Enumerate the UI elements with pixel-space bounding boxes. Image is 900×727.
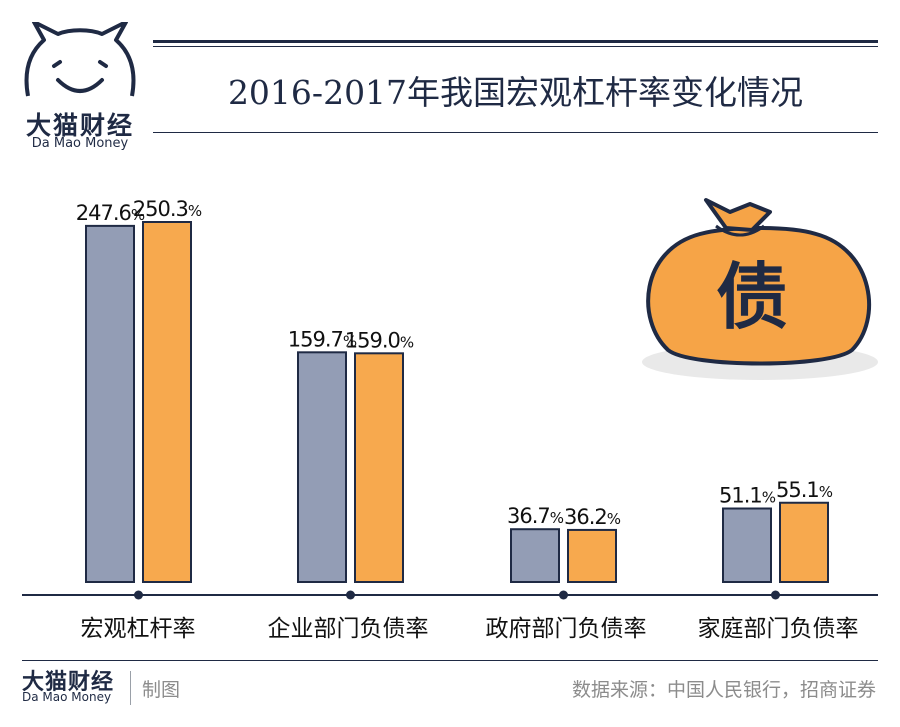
brand-logo: 大猫财经 Da Mao Money bbox=[14, 22, 146, 151]
data-source: 数据来源：中国人民银行，招商证券 bbox=[571, 679, 876, 701]
data-label: 51.1% bbox=[719, 484, 776, 508]
bar bbox=[354, 352, 404, 583]
bar bbox=[142, 221, 192, 583]
bag-knot bbox=[715, 224, 765, 237]
footer-brand-english: Da Mao Money bbox=[22, 690, 112, 704]
debt-bag-illustration: 债 bbox=[642, 198, 878, 380]
x-tick-dot bbox=[559, 590, 568, 600]
debt-character: 债 bbox=[716, 255, 788, 339]
logo-brand-english: Da Mao Money bbox=[31, 136, 129, 151]
cat-logo-icon bbox=[24, 22, 136, 97]
x-tick-dot bbox=[346, 590, 355, 600]
made-by-label: 制图 bbox=[142, 679, 181, 701]
data-label: 250.3% bbox=[133, 197, 202, 221]
bar bbox=[722, 507, 772, 583]
bag-tie-icon bbox=[704, 198, 772, 232]
title-rule-top bbox=[153, 40, 878, 43]
x-tick-dot bbox=[134, 590, 143, 600]
category-label: 企业部门负债率 bbox=[268, 616, 429, 642]
footer-divider bbox=[130, 671, 131, 705]
data-label: 36.2% bbox=[564, 505, 621, 529]
data-label: 36.7% bbox=[507, 504, 564, 528]
bar bbox=[779, 501, 829, 583]
footer-brand-name: 大猫财经 bbox=[22, 670, 115, 695]
data-label: 159.0% bbox=[345, 328, 414, 352]
x-tick-dot bbox=[771, 590, 780, 600]
title-rule-bottom bbox=[153, 132, 878, 133]
bar bbox=[85, 224, 135, 584]
data-label: 55.1% bbox=[776, 478, 833, 502]
money-bag-icon bbox=[646, 226, 872, 366]
bar bbox=[510, 528, 560, 583]
bar bbox=[297, 351, 347, 583]
chart-title: 2016-2017年我国宏观杠杆率变化情况 bbox=[227, 73, 804, 112]
title-rule-top-thin bbox=[153, 46, 878, 47]
category-label: 宏观杠杆率 bbox=[81, 616, 196, 642]
category-label: 政府部门负债率 bbox=[486, 616, 647, 642]
bar bbox=[567, 528, 617, 583]
logo-brand-name: 大猫财经 bbox=[25, 111, 134, 140]
category-label: 家庭部门负债率 bbox=[698, 616, 859, 642]
footer-rule bbox=[22, 660, 878, 661]
bar-chart: 247.6%250.3%宏观杠杆率159.7%159.0%企业部门负债率36.7… bbox=[22, 197, 878, 642]
